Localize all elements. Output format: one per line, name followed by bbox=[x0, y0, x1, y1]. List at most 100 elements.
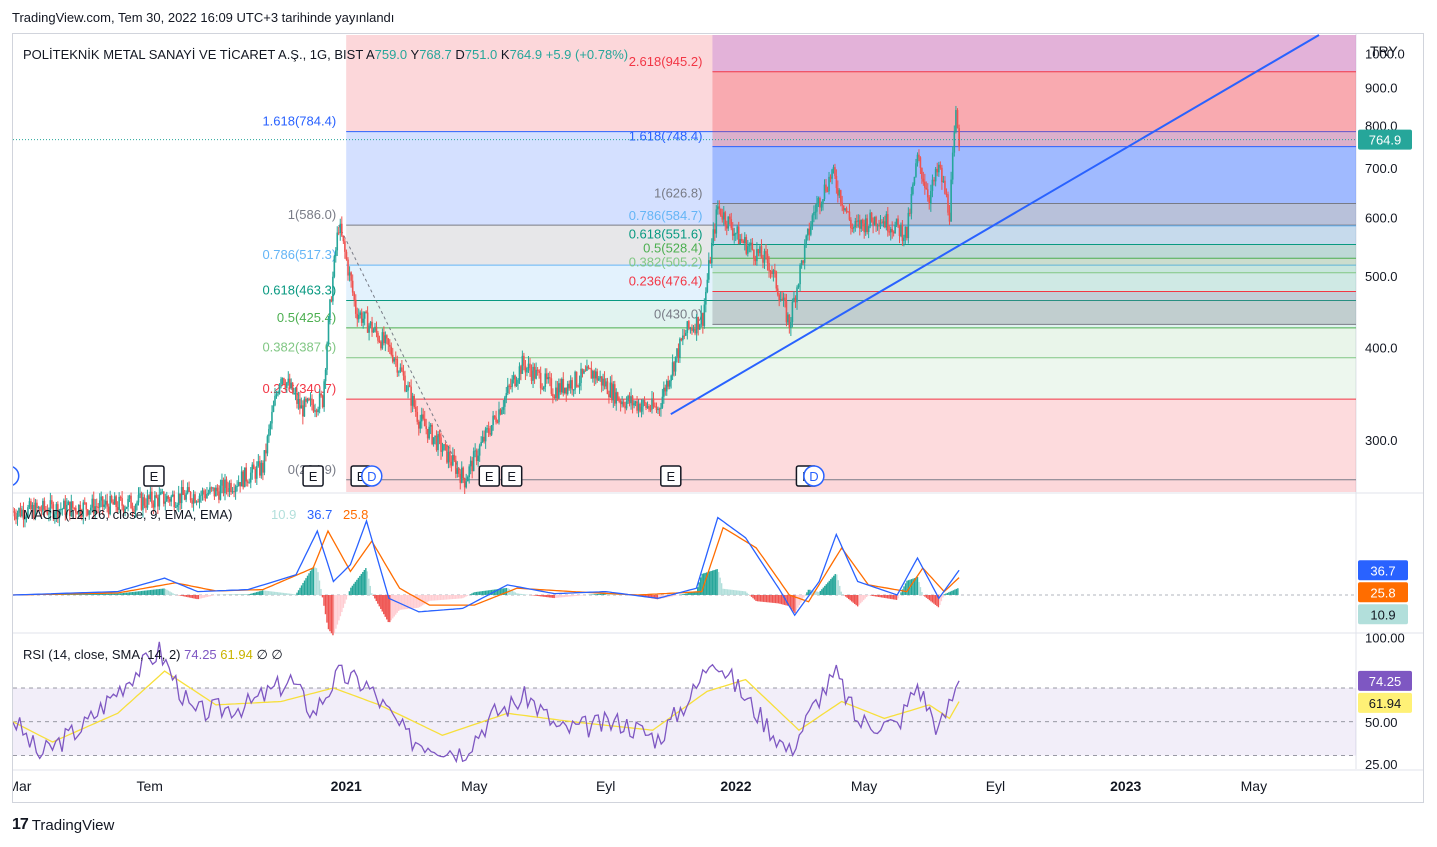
candle-body bbox=[228, 483, 231, 492]
candle-body bbox=[151, 491, 153, 504]
price-axis-tick-label: 700.0 bbox=[1365, 161, 1398, 176]
candle-body bbox=[219, 485, 222, 500]
candle-body bbox=[869, 212, 871, 227]
event-marker-label: E bbox=[309, 469, 318, 484]
candle-body bbox=[733, 233, 736, 236]
macd-pane[interactable]: MACD (12, 26, close, 9, EMA, EMA) 10.9 36.… bbox=[13, 507, 1408, 636]
candle-body bbox=[722, 212, 725, 220]
candle-body bbox=[736, 226, 739, 234]
dividend-marker[interactable]: D bbox=[13, 466, 20, 486]
candle-body bbox=[230, 483, 232, 492]
candle-body bbox=[320, 393, 322, 396]
chart-canvas[interactable]: 1.618(784.4) 1(586.0) 0.786(517.3) 0.618(46… bbox=[13, 34, 1423, 802]
candle-body bbox=[97, 506, 100, 508]
candle-body bbox=[493, 415, 496, 418]
candle-body bbox=[478, 445, 481, 456]
candle-body bbox=[363, 311, 366, 319]
candle-body bbox=[15, 516, 17, 520]
candle-body bbox=[797, 284, 800, 288]
candle-body bbox=[745, 237, 748, 254]
candle-body bbox=[711, 242, 713, 264]
candle-body bbox=[760, 246, 763, 259]
candle-body bbox=[72, 501, 74, 508]
candle-body bbox=[719, 208, 722, 216]
legend-value: 759.0 bbox=[375, 47, 411, 62]
trendline[interactable] bbox=[670, 34, 1320, 416]
candle-body bbox=[747, 246, 749, 254]
legend-value: A bbox=[366, 47, 375, 62]
candle-body bbox=[263, 450, 266, 473]
dividend-marker[interactable]: D bbox=[361, 465, 383, 487]
candle-body bbox=[101, 496, 104, 507]
fib-2-level-label: 0.5(528.4) bbox=[643, 240, 702, 255]
candle-body bbox=[112, 501, 114, 505]
candle-body bbox=[605, 381, 607, 387]
candle-body bbox=[922, 178, 925, 182]
legend-value: D bbox=[455, 47, 464, 62]
time-axis-tick-label: 2022 bbox=[720, 778, 751, 794]
macd-histogram-value: 10.9 bbox=[271, 507, 296, 522]
candle-body bbox=[727, 216, 730, 229]
candle-body bbox=[885, 214, 888, 228]
candle-body bbox=[571, 380, 573, 390]
dividend-marker[interactable]: D bbox=[803, 465, 825, 487]
tradingview-logo[interactable]: 17 TradingView bbox=[12, 816, 114, 834]
candle-body bbox=[688, 321, 690, 329]
candle-body bbox=[574, 371, 576, 390]
candle-body bbox=[569, 380, 572, 389]
earnings-marker[interactable]: E bbox=[302, 465, 324, 487]
candle-body bbox=[512, 375, 515, 380]
time-axis[interactable]: Mar Tem 2021 May Eyl 2022 May Eyl 2023 May bbox=[13, 778, 1267, 794]
candle-body bbox=[599, 376, 601, 379]
candle-body bbox=[857, 220, 860, 222]
candle-body bbox=[686, 321, 689, 333]
fib-retracement-2[interactable]: 2.618(945.2) 1.618(748.4) 1(626.8) 0.786(58… bbox=[629, 35, 1356, 325]
candle-body bbox=[122, 505, 125, 513]
candle-body bbox=[679, 338, 681, 358]
candle-body bbox=[308, 398, 310, 401]
candle-body bbox=[472, 451, 475, 472]
event-marker-label: E bbox=[150, 469, 159, 484]
candle-body bbox=[446, 444, 448, 463]
candle-body bbox=[621, 401, 623, 405]
candle-body bbox=[716, 206, 719, 210]
candle-body bbox=[243, 467, 246, 488]
rsi-pane[interactable]: RSI (14, close, SMA, 14, 2) 74.25 61.94 … bbox=[13, 630, 1412, 772]
chart-frame[interactable]: 1.618(784.4) 1(586.0) 0.786(517.3) 0.618(46… bbox=[12, 33, 1424, 803]
candle-body bbox=[958, 128, 960, 147]
candle-body bbox=[941, 167, 943, 183]
candle-body bbox=[236, 485, 238, 487]
candle-body bbox=[842, 205, 845, 211]
price-legend[interactable]: POLİTEKNİK METAL SANAYİ VE TİCARET A.Ş.,… bbox=[23, 47, 628, 62]
earnings-marker[interactable]: E bbox=[478, 465, 501, 487]
fib-2-level-label: 0.786(584.7) bbox=[629, 208, 703, 223]
candle-body bbox=[216, 487, 219, 492]
candle-body bbox=[486, 428, 488, 430]
candle-body bbox=[668, 381, 671, 387]
candle-body bbox=[315, 410, 318, 413]
candle-body bbox=[16, 512, 19, 520]
candle-body bbox=[860, 219, 863, 229]
fib-1-zone bbox=[346, 357, 1356, 400]
earnings-marker[interactable]: E bbox=[500, 465, 523, 487]
candle-body bbox=[46, 510, 49, 515]
candle-body bbox=[329, 299, 331, 318]
candle-body bbox=[689, 328, 692, 330]
candle-body bbox=[835, 175, 838, 189]
candle-body bbox=[326, 344, 328, 370]
candle-body bbox=[748, 245, 751, 247]
earnings-marker[interactable]: E bbox=[143, 465, 165, 487]
candle-body bbox=[577, 386, 579, 388]
rsi-band-fill bbox=[13, 688, 1356, 756]
candle-body bbox=[140, 493, 143, 510]
earnings-marker[interactable]: E bbox=[660, 465, 682, 487]
fib-1-zone bbox=[346, 327, 1356, 358]
candle-body bbox=[889, 228, 892, 233]
candle-body bbox=[545, 373, 548, 380]
candle-body bbox=[794, 297, 797, 303]
candle-body bbox=[413, 395, 415, 408]
candle-body bbox=[802, 260, 804, 263]
candle-body bbox=[508, 385, 511, 387]
candle-body bbox=[290, 382, 292, 388]
candle-body bbox=[709, 260, 712, 264]
